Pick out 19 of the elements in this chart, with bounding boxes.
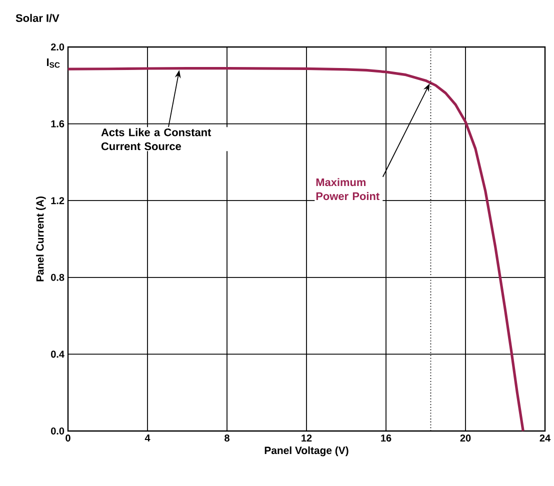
annotation: Maximum Power Point: [316, 178, 380, 200]
annotation: Acts Like a Constant Current Source: [101, 128, 212, 150]
y-tick-label: 2.0: [50, 43, 64, 51]
x-tick-label: 0: [66, 434, 70, 442]
x-tick-label: 4: [144, 434, 150, 442]
x-tick-label: 16: [381, 434, 392, 442]
x-tick-label: 24: [540, 434, 550, 442]
y-tick-label: 0.4: [51, 350, 64, 358]
y-tick-label: 0.0: [51, 427, 64, 435]
x-tick-label: 20: [460, 434, 471, 442]
y-tick-label: 1.6: [51, 120, 64, 128]
x-axis-title: Panel Voltage (V): [264, 446, 348, 456]
x-tick-label: 8: [224, 434, 230, 442]
y-tick-label: 1.2: [51, 197, 64, 204]
y-tick-label: 0.8: [51, 274, 64, 281]
annotation: I$_{SC}$: [47, 58, 60, 68]
y-axis-title: Panel Current (A): [36, 196, 46, 282]
chart-title: Solar I/V: [16, 14, 60, 22]
x-tick-label: 12: [302, 434, 312, 442]
